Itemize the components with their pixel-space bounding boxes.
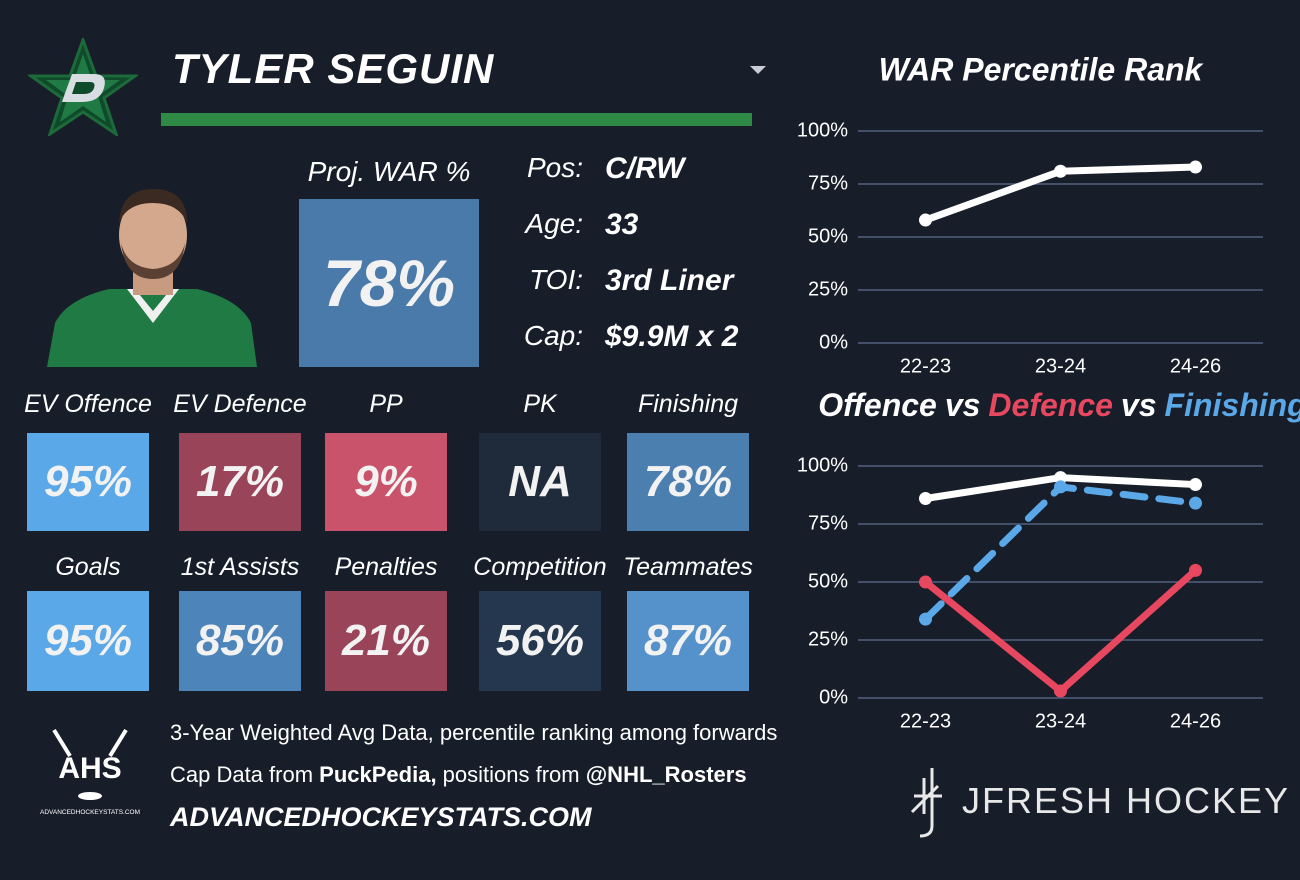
footer-text: PuckPedia,	[319, 762, 437, 787]
data-point	[1054, 164, 1067, 178]
y-tick-label: 75%	[808, 172, 848, 194]
tile-label: EV Offence	[24, 390, 152, 418]
chart-title: WAR Percentile Rank	[879, 51, 1205, 87]
tile-label: Competition	[473, 553, 607, 581]
info-value: 33	[605, 208, 639, 241]
tile-label: PK	[523, 390, 557, 418]
player-name: TYLER SEGUIN	[172, 45, 495, 92]
y-tick-label: 25%	[808, 628, 848, 650]
info-label: TOI:	[529, 264, 583, 295]
data-point	[1054, 471, 1067, 485]
legend-entry: Finishing	[1165, 387, 1300, 423]
data-point	[919, 213, 932, 227]
data-point	[919, 575, 932, 589]
tile-label: Penalties	[334, 553, 438, 581]
tile-label: Goals	[55, 553, 121, 581]
data-line	[922, 566, 1199, 696]
footer-line: Cap Data from PuckPedia, positions from …	[170, 762, 747, 788]
y-tick-label: 25%	[808, 278, 848, 300]
accent-bar	[161, 113, 752, 126]
y-tick-label: 75%	[808, 512, 848, 534]
y-tick-label: 0%	[819, 686, 848, 708]
tile-value: 78%	[627, 433, 749, 531]
data-point	[1054, 684, 1067, 698]
tile-value: 85%	[179, 591, 301, 691]
tile-value: 56%	[479, 591, 601, 691]
x-tick-label: 23-24	[1035, 355, 1086, 377]
ahs-logo: AHS ADVANCEDHOCKEYSTATS.COM	[40, 728, 140, 816]
tile-value: 87%	[627, 591, 749, 691]
tile-value: 21%	[325, 591, 447, 691]
y-tick-label: 0%	[819, 331, 848, 353]
chart-title: Offence vs Defence vs Finishing	[818, 387, 1300, 423]
data-point	[1189, 563, 1202, 577]
tile-value: 95%	[27, 433, 149, 531]
tile-label: PP	[369, 390, 403, 418]
info-label: Pos:	[526, 152, 583, 183]
tile-label: Finishing	[637, 390, 739, 418]
tile-value: 95%	[27, 591, 149, 691]
legend-entry: Defence	[988, 387, 1113, 423]
tile-value: NA	[479, 433, 601, 531]
legend-entry: Offence	[818, 387, 937, 423]
x-tick-label: 24-26	[1170, 355, 1221, 377]
tile-value: 17%	[179, 433, 301, 531]
x-tick-label: 22-23	[900, 710, 951, 732]
data-point	[1189, 496, 1202, 510]
info-value: 3rd Liner	[605, 264, 734, 297]
x-tick-label: 24-26	[1170, 710, 1221, 732]
x-tick-label: 23-24	[1035, 710, 1086, 732]
footer-text: positions from	[436, 762, 586, 787]
y-tick-label: 100%	[797, 454, 848, 476]
tile-value: 9%	[325, 433, 447, 531]
data-point	[1189, 478, 1202, 492]
footer-text: @NHL_Rosters	[585, 762, 747, 787]
player-photo	[47, 189, 257, 367]
footer-line: 3-Year Weighted Avg Data, percentile ran…	[170, 720, 777, 746]
data-point	[1054, 480, 1067, 494]
footer-text: Cap Data from	[170, 762, 320, 787]
title-connector: vs	[1121, 387, 1157, 423]
jfresh-logo	[910, 768, 942, 838]
title-connector: vs	[945, 387, 981, 423]
info-value: $9.9M x 2	[605, 320, 739, 353]
data-line	[922, 483, 1199, 623]
y-tick-label: 50%	[808, 225, 848, 247]
data-point	[919, 612, 932, 626]
y-tick-label: 100%	[797, 119, 848, 141]
info-value: C/RW	[605, 152, 685, 185]
info-label: Age:	[525, 208, 583, 239]
player-dropdown[interactable]	[750, 66, 766, 74]
data-point	[919, 491, 932, 505]
data-point	[1189, 160, 1202, 174]
tile-label: Teammates	[623, 553, 753, 581]
ahs-logo-caption: ADVANCEDHOCKEYSTATS.COM	[40, 809, 140, 816]
brand-name: JFRESH HOCKEY	[962, 780, 1291, 821]
x-tick-label: 22-23	[900, 355, 951, 377]
tile-label: 1st Assists	[180, 553, 300, 581]
tile-label: EV Defence	[173, 390, 307, 418]
data-line	[922, 474, 1199, 502]
site-link[interactable]: ADVANCEDHOCKEYSTATS.COM	[170, 802, 592, 832]
y-tick-label: 50%	[808, 570, 848, 592]
data-line	[922, 163, 1199, 224]
projection-value: 78%	[299, 199, 479, 367]
footer-text: 3-Year Weighted Avg Data, percentile ran…	[170, 720, 778, 745]
team-logo	[28, 38, 138, 136]
info-label: Cap:	[523, 320, 583, 351]
ahs-logo-text: AHS	[58, 752, 121, 785]
projection-label: Proj. WAR %	[307, 156, 471, 187]
